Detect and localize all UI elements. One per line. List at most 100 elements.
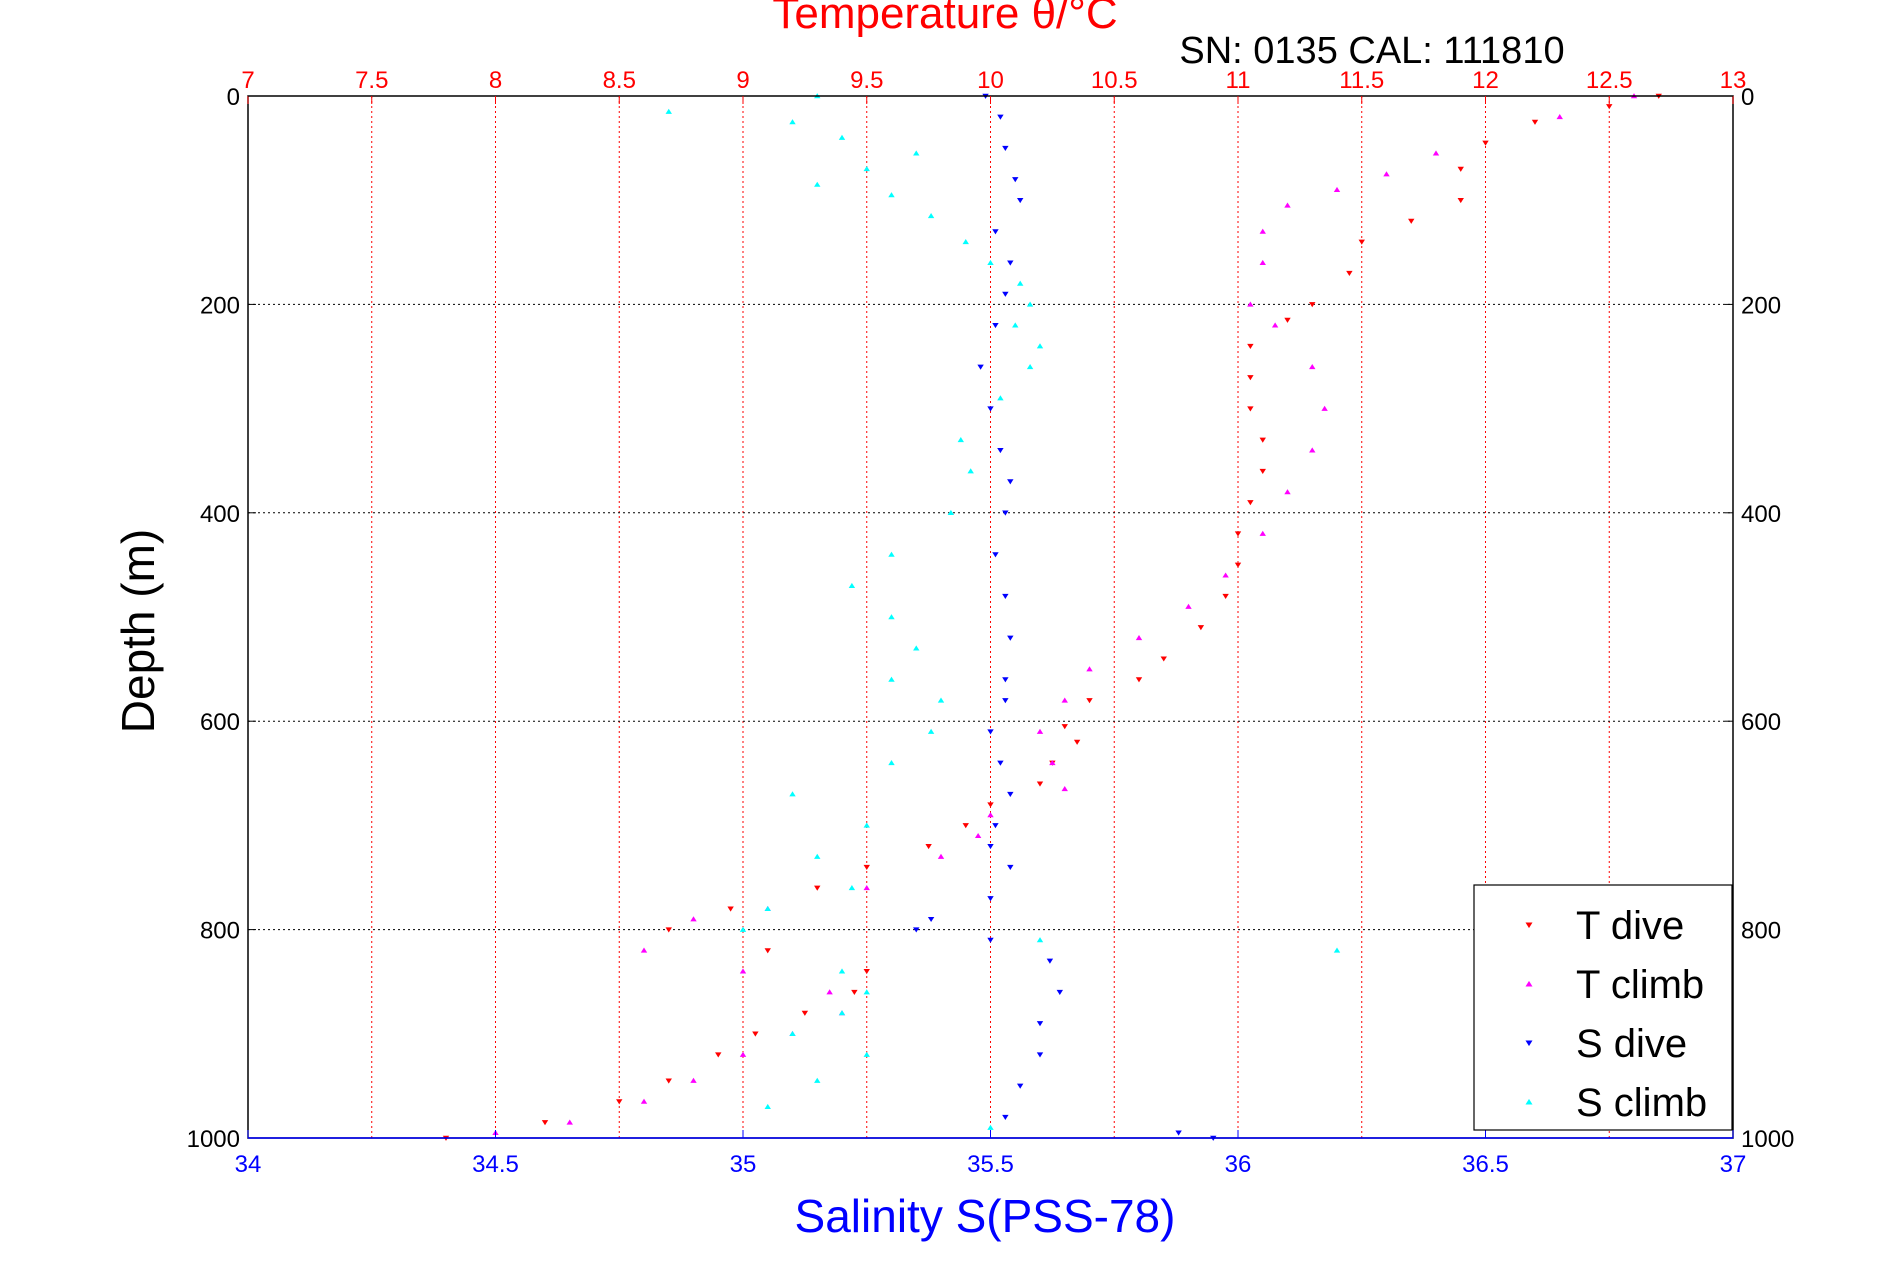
data-point bbox=[764, 1103, 771, 1109]
data-point bbox=[1007, 864, 1014, 870]
y-tick-label-right: 0 bbox=[1741, 84, 1754, 111]
data-point bbox=[1185, 603, 1192, 609]
x-top-tick-label: 7.5 bbox=[355, 67, 388, 94]
data-point bbox=[1333, 947, 1341, 953]
data-point bbox=[1017, 197, 1024, 204]
data-point bbox=[1247, 406, 1254, 412]
x-top-tick-label: 9.5 bbox=[850, 67, 883, 94]
data-point bbox=[1061, 786, 1068, 792]
data-point bbox=[913, 927, 920, 933]
series-t-dive bbox=[442, 93, 1662, 1141]
data-point bbox=[1002, 291, 1009, 297]
data-point bbox=[1333, 186, 1341, 193]
data-point bbox=[1247, 343, 1254, 349]
data-point bbox=[937, 853, 945, 859]
data-point bbox=[1222, 593, 1229, 600]
data-point bbox=[1046, 958, 1054, 964]
x-bottom-tick-label: 36.5 bbox=[1462, 1151, 1509, 1178]
data-point bbox=[1606, 104, 1613, 110]
data-point bbox=[987, 937, 994, 943]
data-point bbox=[1408, 218, 1415, 224]
data-point bbox=[1284, 202, 1291, 208]
data-point bbox=[640, 1098, 648, 1104]
data-point bbox=[1061, 724, 1068, 730]
data-point bbox=[1086, 698, 1093, 704]
data-point bbox=[1284, 317, 1291, 323]
data-point bbox=[1259, 228, 1266, 234]
data-point bbox=[1309, 447, 1316, 453]
data-point bbox=[1247, 301, 1254, 307]
x-top-tick-label: 8 bbox=[489, 67, 502, 94]
data-point bbox=[764, 905, 771, 911]
legend-label: T climb bbox=[1576, 963, 1704, 1007]
data-point bbox=[1247, 500, 1254, 506]
data-point bbox=[987, 802, 994, 808]
x-bottom-tick-label: 35 bbox=[730, 1151, 757, 1178]
data-point bbox=[1002, 677, 1009, 683]
legend-label: T dive bbox=[1576, 904, 1684, 948]
x-top-tick-label: 12.5 bbox=[1586, 67, 1633, 94]
data-point bbox=[789, 119, 796, 125]
y-tick-label-right: 600 bbox=[1741, 709, 1781, 736]
data-point bbox=[863, 822, 870, 828]
data-point bbox=[925, 844, 932, 850]
data-point bbox=[863, 166, 870, 172]
data-point bbox=[838, 968, 846, 974]
data-point bbox=[863, 885, 870, 891]
data-point bbox=[987, 406, 994, 412]
x-top-tick-label: 11 bbox=[1226, 67, 1251, 94]
data-point bbox=[1247, 375, 1254, 381]
data-point bbox=[888, 614, 895, 620]
data-point bbox=[1036, 937, 1044, 943]
y-axis-label-depth: Depth (m) bbox=[112, 529, 164, 733]
data-point bbox=[838, 1010, 846, 1016]
data-point bbox=[987, 1124, 994, 1130]
data-point bbox=[1457, 197, 1464, 204]
data-point bbox=[1135, 677, 1143, 683]
x-top-tick-label: 12 bbox=[1472, 67, 1499, 94]
data-point bbox=[814, 853, 821, 859]
x-bottom-tick-label: 36 bbox=[1225, 1151, 1252, 1178]
data-point bbox=[826, 989, 833, 995]
data-point bbox=[1556, 113, 1563, 120]
data-point bbox=[851, 989, 858, 995]
data-point bbox=[616, 1099, 623, 1105]
data-point bbox=[1482, 140, 1489, 146]
data-point bbox=[1197, 625, 1205, 631]
data-point bbox=[1017, 280, 1024, 286]
data-point bbox=[967, 468, 974, 474]
data-point bbox=[1002, 593, 1009, 600]
data-point bbox=[814, 885, 821, 891]
data-point bbox=[739, 968, 747, 974]
data-point bbox=[789, 1030, 796, 1037]
y-tick-label-left: 200 bbox=[200, 292, 240, 319]
x-bottom-tick-label: 37 bbox=[1720, 1151, 1747, 1178]
data-point bbox=[888, 676, 895, 682]
data-point bbox=[1036, 343, 1044, 349]
data-point bbox=[1271, 322, 1279, 328]
data-point bbox=[962, 239, 969, 245]
data-point bbox=[1002, 698, 1009, 704]
x-bottom-tick-label: 34 bbox=[235, 1151, 262, 1178]
data-point bbox=[1086, 666, 1093, 672]
data-point bbox=[814, 1077, 821, 1083]
data-point bbox=[1073, 739, 1081, 745]
series-s-climb bbox=[665, 93, 1341, 1130]
data-point bbox=[888, 551, 895, 557]
data-point bbox=[992, 823, 999, 829]
data-point bbox=[1049, 760, 1056, 766]
data-point bbox=[1457, 166, 1464, 172]
data-point bbox=[1259, 468, 1266, 474]
data-point bbox=[957, 436, 964, 443]
x-top-tick-label: 9 bbox=[736, 67, 749, 94]
data-point bbox=[1259, 259, 1266, 265]
data-point bbox=[1160, 656, 1167, 662]
data-point bbox=[665, 108, 672, 114]
data-point bbox=[888, 760, 895, 766]
data-point bbox=[997, 395, 1004, 401]
x-top-tick-label: 11.5 bbox=[1339, 67, 1384, 94]
data-point bbox=[1007, 791, 1014, 798]
data-point bbox=[997, 114, 1004, 120]
legend-marker bbox=[1525, 1040, 1533, 1047]
x-bottom-tick-label: 35.5 bbox=[967, 1151, 1014, 1178]
